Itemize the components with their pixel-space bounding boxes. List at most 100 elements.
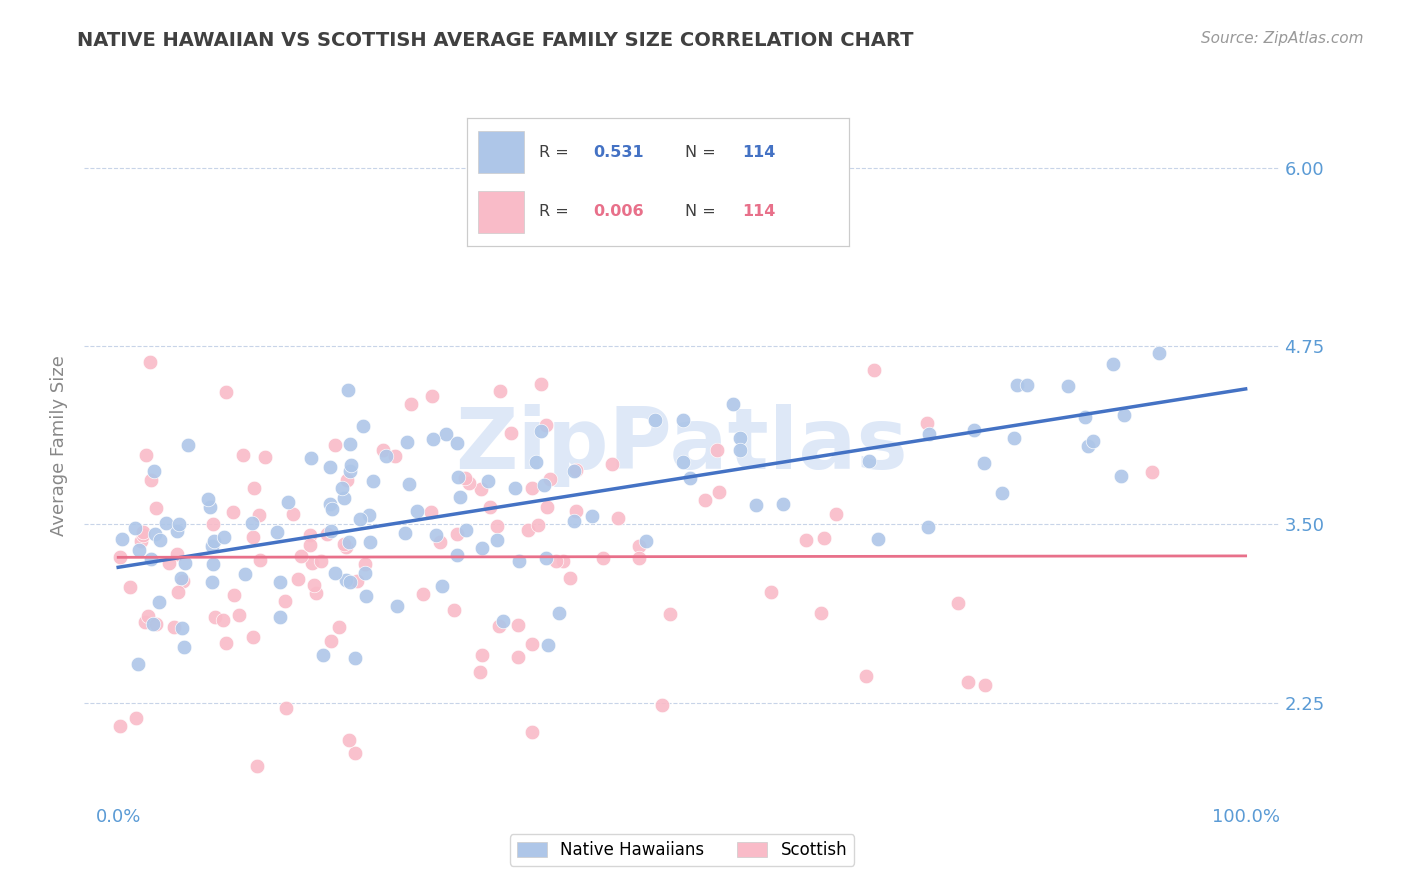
Point	[628, 539, 651, 553]
Point	[242, 530, 264, 544]
Point	[336, 383, 359, 397]
Point	[120, 580, 142, 594]
Point	[813, 531, 835, 545]
Point	[166, 524, 188, 538]
Point	[488, 619, 510, 633]
Point	[706, 443, 728, 458]
Point	[249, 553, 271, 567]
Point	[406, 504, 429, 518]
Point	[772, 497, 794, 511]
Point	[553, 554, 575, 568]
Point	[446, 470, 468, 484]
Point	[471, 541, 494, 555]
Point	[172, 621, 194, 635]
Point	[488, 384, 510, 399]
Point	[651, 698, 673, 713]
Text: Source: ZipAtlas.com: Source: ZipAtlas.com	[1201, 31, 1364, 46]
Point	[384, 449, 406, 463]
Point	[454, 471, 477, 485]
Point	[135, 448, 157, 462]
Point	[761, 584, 783, 599]
Point	[149, 533, 172, 547]
Point	[1111, 469, 1133, 483]
Point	[491, 614, 513, 628]
Point	[254, 450, 277, 465]
Point	[172, 574, 194, 588]
Point	[224, 588, 246, 602]
Point	[547, 606, 569, 620]
Point	[991, 485, 1014, 500]
Point	[1140, 465, 1163, 479]
Point	[287, 572, 309, 586]
Point	[429, 535, 451, 549]
Point	[128, 542, 150, 557]
Point	[340, 458, 363, 472]
Point	[486, 519, 509, 533]
Point	[143, 527, 166, 541]
Point	[536, 500, 558, 514]
Point	[204, 609, 226, 624]
Point	[508, 650, 530, 665]
Point	[346, 574, 368, 589]
Point	[176, 438, 198, 452]
Point	[385, 599, 408, 613]
Point	[371, 443, 394, 458]
Point	[359, 508, 381, 522]
Point	[290, 549, 312, 563]
Point	[228, 607, 250, 622]
Point	[343, 746, 366, 760]
Point	[277, 495, 299, 509]
Point	[145, 616, 167, 631]
Point	[454, 523, 477, 537]
Point	[974, 678, 997, 692]
Point	[155, 516, 177, 530]
Point	[478, 500, 501, 514]
Point	[337, 733, 360, 747]
Point	[335, 541, 357, 555]
Point	[468, 665, 491, 680]
Point	[201, 574, 224, 589]
Point	[527, 518, 550, 533]
Point	[946, 596, 969, 610]
Point	[446, 548, 468, 562]
Point	[302, 578, 325, 592]
Point	[679, 471, 702, 485]
Point	[343, 650, 366, 665]
Point	[707, 484, 730, 499]
Point	[319, 524, 342, 538]
Point	[354, 589, 377, 603]
Point	[299, 538, 322, 552]
Point	[516, 523, 538, 537]
Point	[198, 500, 221, 515]
Point	[499, 425, 522, 440]
Point	[361, 474, 384, 488]
Text: NATIVE HAWAIIAN VS SCOTTISH AVERAGE FAMILY SIZE CORRELATION CHART: NATIVE HAWAIIAN VS SCOTTISH AVERAGE FAMI…	[77, 31, 914, 50]
Legend: Native Hawaiians, Scottish: Native Hawaiians, Scottish	[510, 835, 853, 866]
Point	[143, 464, 166, 478]
Point	[449, 490, 471, 504]
Point	[1074, 409, 1097, 424]
Point	[530, 377, 553, 392]
Point	[352, 418, 374, 433]
Point	[233, 566, 256, 581]
Point	[312, 648, 335, 662]
Text: ZipPatlas: ZipPatlas	[456, 404, 908, 488]
Point	[581, 509, 603, 524]
Point	[197, 491, 219, 506]
Point	[395, 435, 418, 450]
Point	[139, 355, 162, 369]
Point	[534, 417, 557, 432]
Point	[330, 481, 353, 495]
Point	[520, 636, 543, 650]
Point	[337, 535, 360, 549]
Point	[825, 507, 848, 521]
Point	[108, 719, 131, 733]
Point	[321, 502, 343, 516]
Point	[399, 397, 422, 411]
Point	[269, 575, 291, 590]
Point	[1002, 431, 1025, 445]
Y-axis label: Average Family Size: Average Family Size	[49, 356, 67, 536]
Point	[328, 620, 350, 634]
Point	[425, 528, 447, 542]
Point	[246, 759, 269, 773]
